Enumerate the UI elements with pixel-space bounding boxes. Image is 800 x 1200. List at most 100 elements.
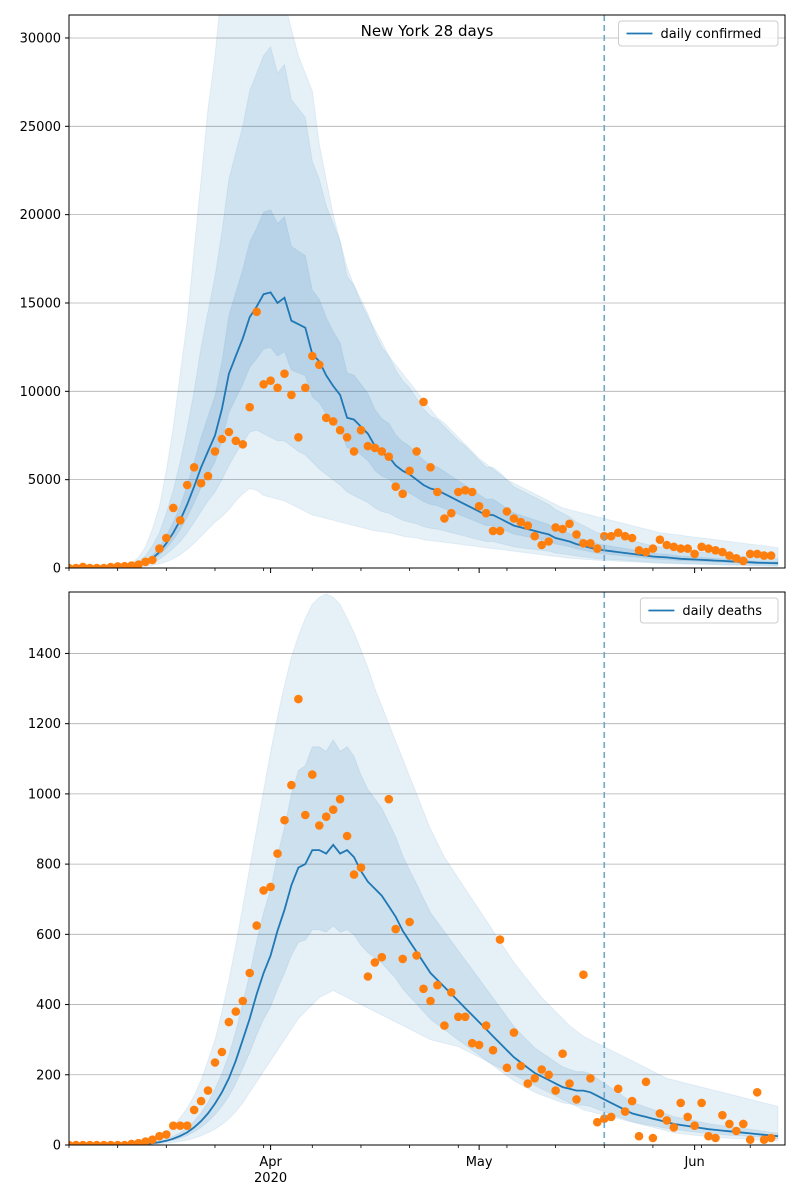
data-point xyxy=(544,537,553,546)
data-point xyxy=(92,563,102,568)
data-point xyxy=(231,1007,241,1016)
data-point xyxy=(440,514,449,523)
data-point xyxy=(683,1112,692,1122)
data-point xyxy=(620,531,630,541)
data-point xyxy=(697,1098,706,1108)
y-tick-label: 400 xyxy=(36,998,61,1013)
data-point xyxy=(551,1086,560,1095)
data-point xyxy=(391,924,401,934)
data-point xyxy=(606,531,616,541)
plot-area xyxy=(69,593,779,1145)
data-point xyxy=(530,1074,539,1083)
median-line xyxy=(69,291,779,568)
data-point xyxy=(467,1038,477,1048)
data-point xyxy=(586,539,595,548)
data-point xyxy=(440,1021,449,1030)
data-point xyxy=(85,1140,95,1145)
legend: daily confirmed xyxy=(618,20,779,47)
data-point xyxy=(433,980,442,990)
data-point xyxy=(627,533,637,543)
data-point xyxy=(155,1131,164,1141)
data-point xyxy=(315,360,324,370)
data-point xyxy=(523,1079,533,1088)
data-point xyxy=(662,540,672,550)
y-tick-label: 5000 xyxy=(28,473,61,488)
data-point xyxy=(280,369,289,379)
data-point xyxy=(106,1140,115,1145)
x-tick-label: Apr xyxy=(259,1155,282,1170)
y-tick-label: 10000 xyxy=(20,385,61,400)
data-point xyxy=(495,935,505,944)
data-point xyxy=(169,503,178,513)
data-point xyxy=(454,487,463,497)
y-tick-label: 800 xyxy=(36,858,61,873)
data-point xyxy=(391,482,401,492)
data-point xyxy=(405,917,414,927)
y-tick-label: 1000 xyxy=(28,787,61,802)
data-point xyxy=(460,1012,470,1022)
data-point xyxy=(606,1112,616,1122)
data-point xyxy=(641,1077,651,1087)
chart-title: New York 28 days xyxy=(361,22,494,40)
data-point xyxy=(349,870,359,879)
legend-box xyxy=(618,20,779,47)
data-point xyxy=(586,1074,595,1083)
data-point xyxy=(398,489,408,499)
data-point xyxy=(127,1139,136,1145)
data-point xyxy=(544,1070,553,1080)
legend: daily deaths xyxy=(639,597,779,624)
data-point xyxy=(120,1140,129,1145)
data-point xyxy=(363,441,373,451)
data-point xyxy=(759,1135,769,1144)
data-point xyxy=(447,508,456,518)
data-point xyxy=(182,1121,192,1130)
data-point xyxy=(99,1140,109,1145)
data-point xyxy=(266,882,275,892)
data-point xyxy=(321,413,331,423)
data-point xyxy=(460,486,470,495)
data-point xyxy=(509,1028,519,1037)
data-point xyxy=(752,549,762,559)
y-tick-label: 25000 xyxy=(20,120,61,135)
y-tick-label: 30000 xyxy=(20,31,61,46)
data-point xyxy=(523,521,533,530)
data-point xyxy=(301,383,310,393)
data-point xyxy=(377,447,387,456)
data-point xyxy=(210,1058,220,1067)
data-point xyxy=(182,480,192,490)
data-point xyxy=(766,551,776,560)
data-point xyxy=(655,535,665,544)
data-point xyxy=(662,1116,672,1125)
data-point xyxy=(308,770,317,779)
data-point xyxy=(335,425,345,435)
data-point xyxy=(162,533,171,543)
data-point xyxy=(120,561,129,568)
data-point xyxy=(224,427,234,437)
data-point xyxy=(294,694,303,704)
uncertainty-band xyxy=(69,593,779,1145)
data-point xyxy=(252,921,261,930)
data-point xyxy=(217,1047,227,1057)
data-point xyxy=(315,821,324,830)
data-point xyxy=(377,952,387,962)
axes-frame xyxy=(68,14,786,569)
data-point xyxy=(189,463,199,472)
y-tick-label: 15000 xyxy=(20,296,61,311)
data-point xyxy=(704,544,713,553)
data-point xyxy=(335,794,345,804)
data-point xyxy=(711,546,720,555)
data-point xyxy=(217,434,227,444)
data-point xyxy=(690,549,699,559)
data-point xyxy=(224,1017,234,1027)
data-point xyxy=(426,463,435,472)
data-point xyxy=(113,1140,122,1145)
data-point xyxy=(732,554,741,563)
data-point xyxy=(384,794,394,804)
data-point xyxy=(474,1040,484,1050)
data-point xyxy=(370,958,380,967)
y-tick-label: 0 xyxy=(53,1139,61,1154)
data-point xyxy=(231,436,241,446)
data-point xyxy=(634,1131,644,1141)
data-point xyxy=(245,968,254,978)
data-point xyxy=(113,562,122,568)
